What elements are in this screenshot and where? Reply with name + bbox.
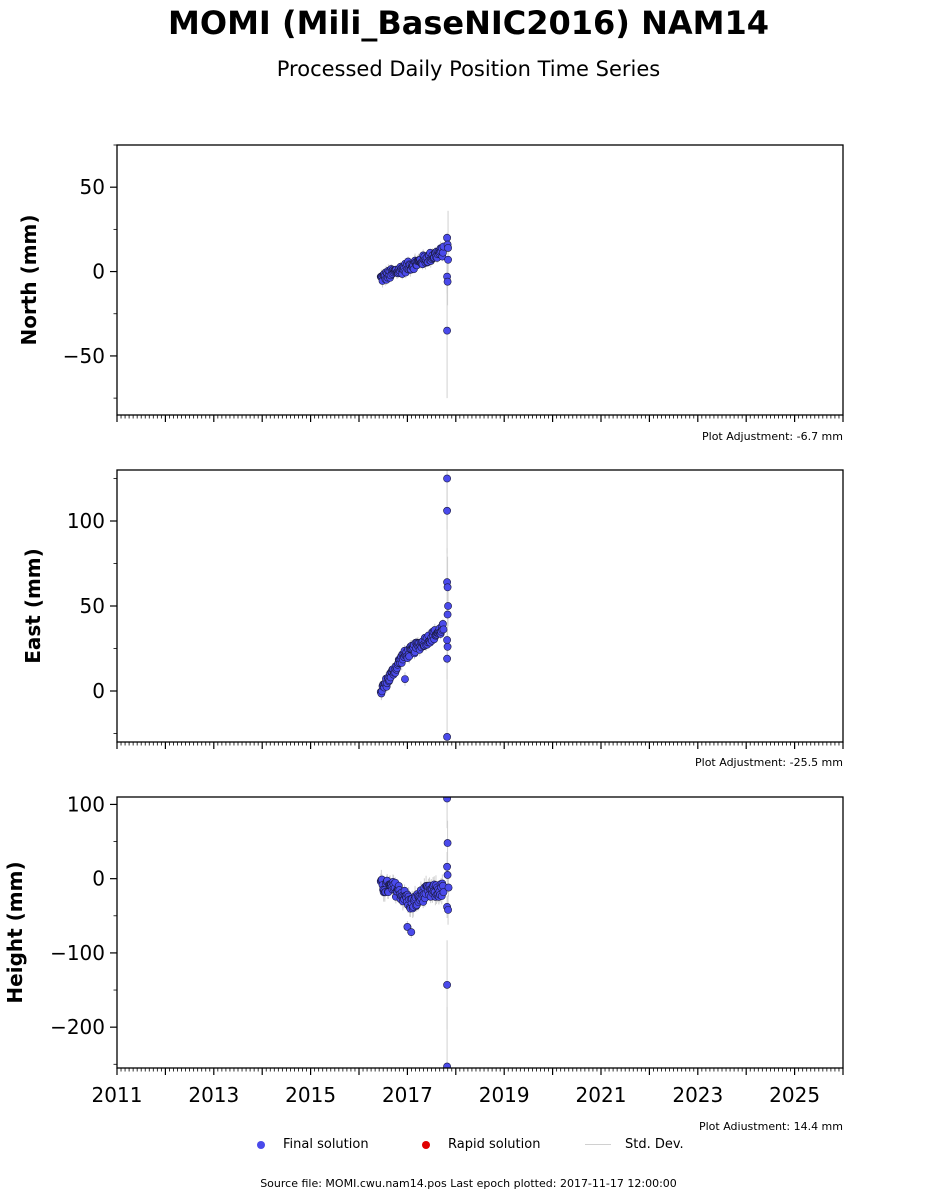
data-point (443, 610, 452, 619)
y-tick-label: 0 (92, 867, 105, 891)
data-point (443, 583, 452, 592)
x-tick-label: 2025 (769, 1083, 820, 1107)
y-tick-label: 50 (80, 594, 105, 618)
data-point (443, 862, 451, 871)
plot-frame (116, 144, 844, 416)
data-point (444, 905, 452, 914)
plot-adjustment-note: Plot Adjustment: 14.4 mm (699, 1120, 843, 1130)
data-point (443, 839, 452, 847)
y-tick-label: 0 (92, 679, 105, 703)
data-point (439, 888, 448, 897)
chart-subtitle: Processed Daily Position Time Series (276, 57, 661, 81)
series-group-0 (376, 210, 452, 399)
y-tick-label: 100 (67, 509, 105, 533)
data-point (444, 602, 452, 610)
y-tick-label: −200 (50, 1015, 105, 1039)
legend-rapid-label: Rapid solution (448, 1137, 541, 1152)
data-point (443, 277, 452, 286)
data-point (444, 244, 452, 252)
y-tick-label: −100 (50, 941, 105, 965)
plot-frame (116, 796, 844, 1069)
y-tick-label: 50 (80, 175, 105, 199)
series-group-2 (376, 797, 453, 1068)
data-point (443, 642, 452, 651)
data-point (439, 625, 448, 634)
y-tick-label: −50 (63, 344, 105, 368)
data-point (403, 923, 412, 931)
legend-std: Std. Dev. (585, 1137, 684, 1152)
y-axis-label: East (mm) (21, 548, 45, 664)
y-axis-label: North (mm) (17, 214, 41, 345)
chart-title: MOMI (Mili_BaseNIC2016) NAM14 (168, 4, 769, 42)
rapid-solution-marker (422, 1140, 430, 1149)
legend-rapid: Rapid solution (422, 1137, 540, 1152)
data-point (443, 1062, 451, 1068)
x-tick-label: 2021 (576, 1083, 627, 1107)
data-point (443, 733, 451, 741)
legend-final-label: Final solution (283, 1137, 369, 1152)
data-point (443, 797, 451, 803)
x-tick-label: 2019 (479, 1083, 530, 1107)
legend-std-label: Std. Dev. (625, 1137, 684, 1152)
data-point (443, 636, 451, 644)
std-dev-line-marker (585, 1144, 611, 1145)
y-axis-label: Height (mm) (3, 861, 27, 1003)
data-point (443, 871, 452, 879)
data-point (443, 654, 451, 663)
data-point (443, 506, 451, 515)
series-group-1 (376, 470, 452, 742)
plot-canvas: 50 0 −50 North (mm) Plot Adjustment: -6.7 mm… (3, 144, 844, 1130)
plot-adjustment-note: Plot Adjustment: -6.7 mm (702, 430, 843, 443)
data-point (443, 474, 451, 483)
legend: Final solution Rapid solution Std. Dev. (0, 1137, 937, 1157)
y-tick-label: 100 (67, 792, 105, 816)
data-point (401, 675, 409, 683)
data-point (444, 883, 453, 892)
x-tick-label: 2017 (382, 1083, 433, 1107)
x-tick-label: 2023 (672, 1083, 723, 1107)
plot-adjustment-note: Plot Adjustment: -25.5 mm (695, 756, 843, 769)
data-point (443, 326, 451, 335)
x-tick-label: 2013 (188, 1083, 239, 1107)
data-point (407, 928, 416, 937)
plot-frame (116, 469, 844, 743)
data-point (444, 255, 452, 264)
source-footer: Source file: MOMI.cwu.nam14.pos Last epo… (260, 1177, 677, 1190)
x-tick-label: 2015 (285, 1083, 336, 1107)
x-tick-label: 2011 (92, 1083, 143, 1107)
data-point (443, 233, 451, 242)
data-point (443, 980, 451, 989)
final-solution-marker (257, 1140, 265, 1149)
y-tick-label: 0 (92, 260, 105, 284)
legend-final: Final solution (257, 1137, 369, 1152)
